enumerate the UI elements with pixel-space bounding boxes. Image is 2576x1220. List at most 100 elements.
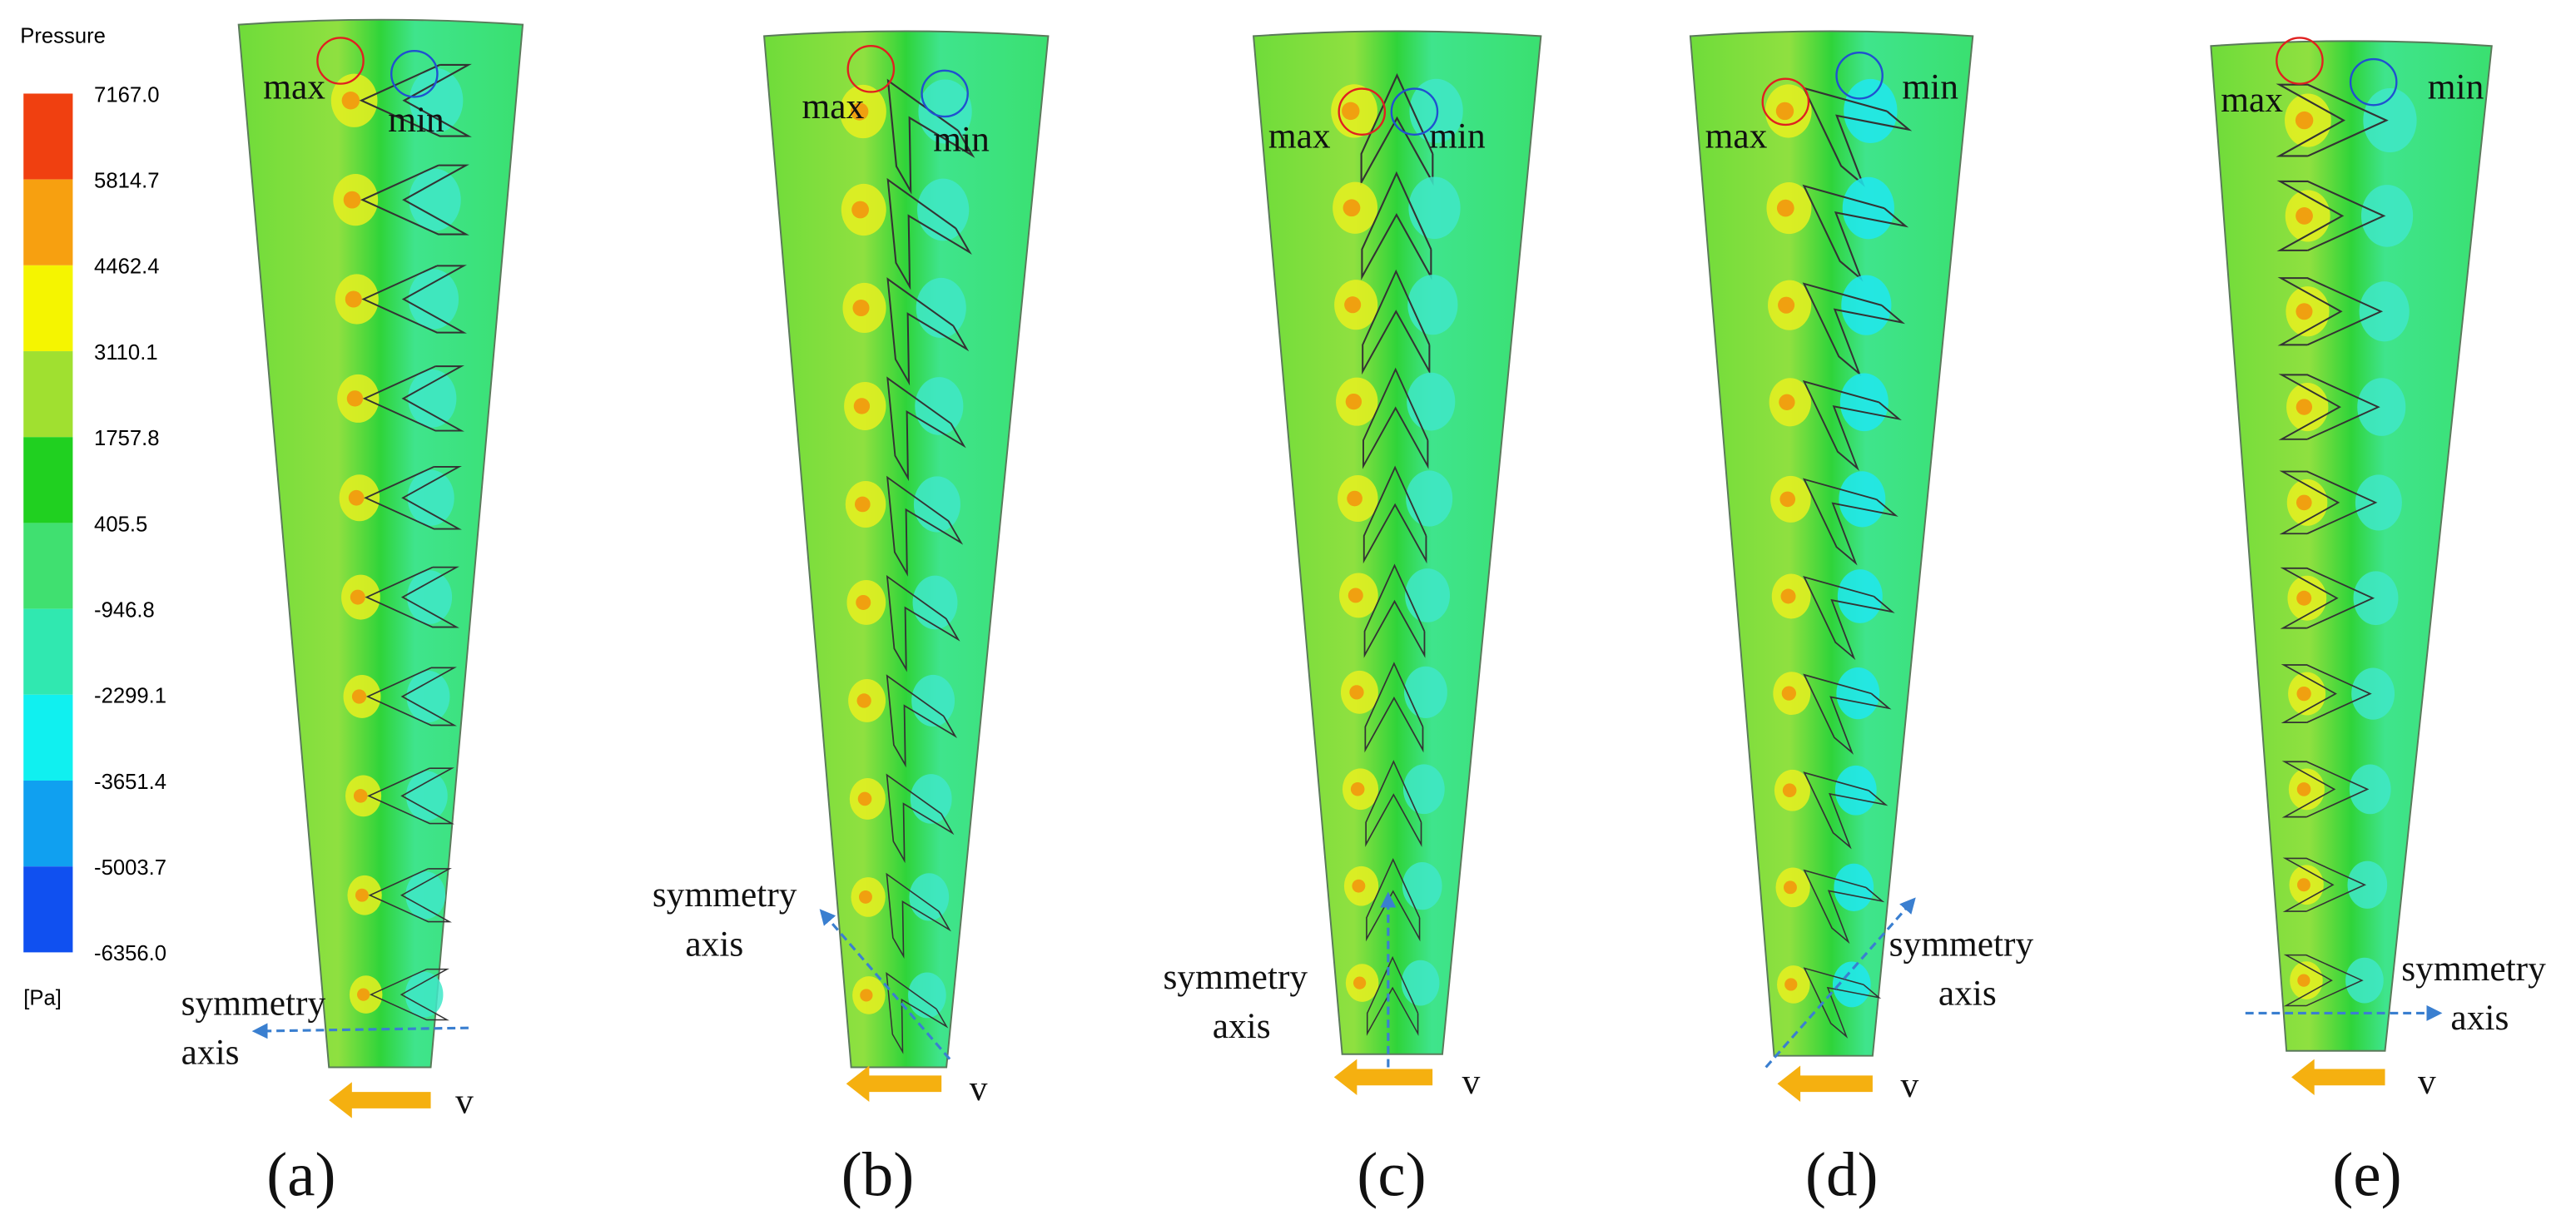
panel-label: (d) <box>1805 1140 1878 1209</box>
pressure-peak <box>353 789 368 803</box>
pressure-peak <box>1775 102 1794 121</box>
vane-outline <box>1803 673 1892 755</box>
pressure-peak <box>346 390 364 407</box>
velocity-arrow <box>1777 1065 1873 1102</box>
blade <box>1252 30 1542 1055</box>
pressure-peak <box>2295 111 2314 130</box>
velocity-arrow <box>2291 1059 2385 1096</box>
vane-outline <box>1362 465 1427 564</box>
pressure-low <box>1836 667 1880 720</box>
vane <box>1802 379 1902 471</box>
axis-label: symmetry <box>1889 924 2034 964</box>
pressure-low <box>2345 957 2384 1004</box>
legend-label: -3651.4 <box>94 771 166 794</box>
pressure-peak <box>1344 296 1362 314</box>
min-marker <box>2349 57 2398 107</box>
pressure-peak <box>1350 781 1365 796</box>
symmetry-axis <box>1764 897 1916 1069</box>
vane-outline <box>359 63 472 137</box>
panel-label: (c) <box>1357 1140 1426 1209</box>
vane-outline <box>1362 367 1429 469</box>
max-marker <box>316 37 365 85</box>
panel: max min symmetry axis v (c) <box>1164 30 1542 1209</box>
legend-label: 405.5 <box>94 513 147 536</box>
legend-label: 4462.4 <box>94 255 159 279</box>
pressure-low <box>405 771 448 821</box>
pressure-low <box>1834 765 1877 816</box>
pressure-peak <box>2297 878 2310 892</box>
velocity-label: v <box>1900 1065 1918 1105</box>
vane-outline <box>1366 955 1419 1036</box>
blade <box>1689 30 1974 1057</box>
vane-outline <box>886 574 960 672</box>
vane-outline <box>2280 567 2375 629</box>
pressure-low <box>908 972 946 1019</box>
vane-outline <box>2283 954 2364 1007</box>
velocity-label: v <box>970 1069 988 1108</box>
pressure-low <box>1404 666 1447 718</box>
legend-label: 5814.7 <box>94 170 159 193</box>
vane <box>886 376 966 482</box>
legend-label: 7167.0 <box>94 83 159 107</box>
vane <box>361 265 467 334</box>
colorbar-band <box>23 694 73 781</box>
pressure-low <box>917 178 970 241</box>
legend-label: -5003.7 <box>94 856 166 880</box>
pressure-low <box>1407 275 1458 335</box>
pressure-low <box>1841 275 1892 335</box>
symmetry-axis <box>251 1023 469 1039</box>
vane-outline <box>1802 379 1902 471</box>
panel-label: (b) <box>841 1140 914 1209</box>
legend-label: -946.8 <box>94 598 155 622</box>
colorbar-band <box>23 781 73 867</box>
velocity-label: v <box>455 1082 474 1122</box>
colorbar-band <box>23 351 73 438</box>
pressure-peak <box>859 890 872 904</box>
pressure-peak <box>2296 399 2313 415</box>
vane-outline <box>2277 277 2384 346</box>
pressure-peak <box>348 489 365 506</box>
vane <box>1802 478 1898 566</box>
vane-outline <box>886 277 970 386</box>
axis-label: symmetry <box>1164 957 1308 997</box>
pressure-peak <box>1349 685 1364 700</box>
pressure-low <box>1408 176 1461 240</box>
pressure-peak <box>341 92 360 110</box>
vane <box>886 773 955 864</box>
vane <box>2279 470 2378 535</box>
min-marker <box>1390 87 1439 136</box>
axis-label: axis <box>1213 1006 1271 1046</box>
pressure-peak <box>1348 588 1363 603</box>
pressure-low <box>911 674 955 727</box>
pressure-peak <box>1782 783 1797 798</box>
min-label: min <box>1902 67 1958 107</box>
vane <box>368 868 452 923</box>
pressure-low <box>1842 176 1894 240</box>
axis-label: symmetry <box>2401 949 2546 989</box>
axis-label: axis <box>2450 998 2509 1038</box>
pressure-peak <box>343 191 361 209</box>
vane <box>1364 662 1424 753</box>
pressure-low <box>913 476 960 533</box>
vane <box>886 872 951 959</box>
vane <box>1803 869 1885 945</box>
vane <box>2276 180 2386 251</box>
pressure-low <box>1837 569 1883 623</box>
vane <box>2282 857 2367 912</box>
pressure-peak <box>853 398 871 414</box>
pressure-low <box>407 570 453 624</box>
pressure-peak <box>1347 490 1362 507</box>
axis-label: axis <box>685 924 743 964</box>
pressure-peak <box>345 290 362 308</box>
pressure-low <box>406 670 450 723</box>
vane-outline <box>1803 771 1889 850</box>
vane <box>359 63 472 137</box>
pressure-peak <box>852 299 870 317</box>
pressure-peak <box>851 201 869 219</box>
pressure-peak <box>850 102 869 121</box>
pressure-low <box>918 79 972 144</box>
pressure-low <box>1409 78 1463 143</box>
vane <box>1362 269 1431 375</box>
max-label: max <box>1268 117 1331 156</box>
vane-outline <box>2278 374 2380 440</box>
